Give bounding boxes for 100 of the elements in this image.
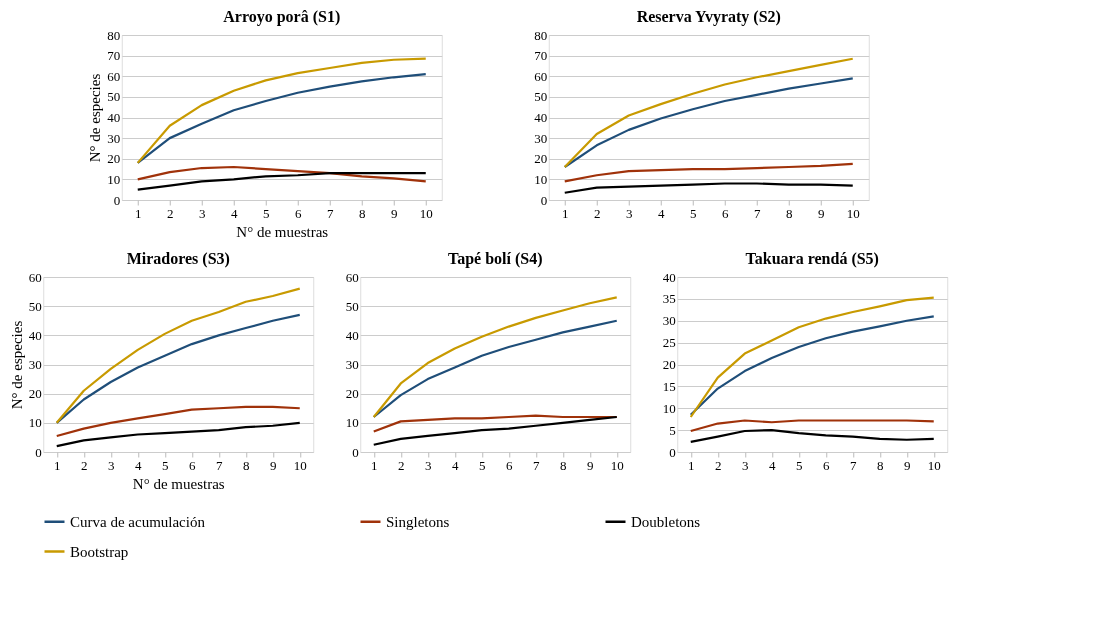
y-tick-label: 40: [534, 110, 548, 125]
line-series: [689, 429, 935, 444]
x-tick-label: 7: [850, 457, 857, 473]
line-series: [689, 419, 935, 433]
y-tick-label: 25: [662, 335, 676, 351]
line-series: [372, 296, 618, 419]
y-tick-label: 30: [107, 130, 121, 146]
y-tick-label: 60: [534, 68, 548, 84]
y-axis-title: N° de especies: [8, 320, 25, 410]
x-tick-label: 2: [594, 205, 601, 221]
y-tick-label: 20: [28, 386, 42, 402]
y-tick-label: 40: [107, 110, 121, 125]
x-tick-label: 6: [295, 205, 302, 221]
x-tick-label: 5: [479, 457, 486, 473]
y-tick-label: 60: [345, 269, 359, 285]
x-tick-label: 7: [216, 457, 223, 473]
chart-title: Takuara rendá (S5): [745, 250, 879, 268]
x-tick-label: 3: [199, 205, 206, 221]
x-tick-label: 4: [135, 457, 142, 473]
line-series: [55, 313, 301, 424]
legend-label: Doubletons: [631, 513, 701, 530]
y-tick-label: 50: [534, 89, 548, 105]
x-tick-label: 9: [270, 457, 277, 473]
x-tick-label: 3: [108, 457, 115, 473]
x-tick-label: 5: [796, 457, 803, 473]
y-tick-label: 60: [107, 68, 121, 84]
x-tick-label: 9: [818, 205, 825, 221]
x-tick-label: 4: [658, 205, 665, 221]
x-tick-label: 1: [688, 457, 695, 473]
y-tick-label: 40: [662, 269, 676, 285]
x-tick-label: 3: [425, 457, 432, 473]
x-tick-label: 2: [167, 205, 174, 221]
y-tick-label: 20: [107, 151, 121, 167]
x-tick-label: 10: [846, 205, 860, 221]
y-tick-label: 35: [662, 291, 676, 307]
y-tick-label: 10: [345, 415, 359, 431]
legend-label: Bootstrap: [70, 543, 129, 560]
x-tick-label: 3: [626, 205, 633, 221]
x-tick-label: 2: [398, 457, 405, 473]
y-tick-label: 10: [28, 415, 42, 431]
x-tick-label: 9: [391, 205, 398, 221]
x-tick-label: 7: [533, 457, 540, 473]
legend-label: Curva de acumulación: [70, 513, 206, 530]
y-tick-label: 0: [540, 192, 548, 208]
x-tick-label: 2: [715, 457, 722, 473]
x-tick-label: 6: [823, 457, 830, 473]
y-tick-label: 30: [662, 313, 676, 329]
x-tick-label: 5: [162, 457, 169, 473]
x-tick-label: 8: [877, 457, 884, 473]
x-tick-label: 7: [754, 205, 761, 221]
line-series: [563, 162, 854, 183]
x-tick-label: 5: [690, 205, 697, 221]
y-tick-label: 0: [352, 444, 359, 460]
x-tick-label: 1: [54, 457, 61, 473]
x-tick-label: 4: [231, 205, 238, 221]
line-series: [55, 287, 301, 424]
x-tick-label: 2: [81, 457, 88, 473]
line-series: [136, 165, 427, 183]
legend-label: Singletons: [386, 513, 450, 530]
y-tick-label: 5: [669, 422, 676, 438]
x-tick-label: 3: [742, 457, 749, 473]
chart-title: Tapé bolí (S4): [447, 250, 543, 268]
line-series: [689, 315, 935, 416]
y-tick-label: 30: [28, 357, 42, 372]
x-tick-label: 7: [327, 205, 334, 221]
x-tick-label: 4: [769, 457, 776, 473]
y-tick-label: 20: [345, 386, 359, 402]
y-tick-label: 20: [534, 151, 548, 167]
x-tick-label: 10: [293, 457, 307, 473]
y-tick-label: 0: [669, 444, 676, 460]
line-series: [372, 415, 618, 446]
chart-title: Miradores (S3): [126, 250, 230, 268]
y-tick-label: 20: [662, 357, 676, 372]
y-tick-label: 80: [107, 27, 121, 43]
y-tick-label: 50: [28, 298, 42, 314]
y-tick-label: 60: [28, 269, 42, 285]
y-tick-label: 15: [662, 378, 676, 394]
line-series: [55, 421, 301, 448]
y-tick-label: 70: [107, 48, 121, 64]
line-series: [563, 182, 854, 194]
x-tick-label: 8: [243, 457, 250, 473]
x-tick-label: 10: [927, 457, 941, 473]
y-tick-label: 10: [534, 171, 548, 187]
line-series: [689, 296, 935, 419]
x-tick-label: 8: [359, 205, 366, 221]
y-tick-label: 40: [28, 327, 42, 343]
y-tick-label: 50: [107, 89, 121, 105]
x-tick-label: 4: [452, 457, 459, 473]
chart-title: Reserva Yvyraty (S2): [636, 8, 781, 26]
y-tick-label: 30: [534, 130, 548, 146]
line-series: [136, 172, 427, 191]
y-tick-label: 0: [113, 192, 121, 208]
x-tick-label: 9: [904, 457, 911, 473]
line-series: [55, 405, 301, 438]
x-tick-label: 8: [786, 205, 793, 221]
y-tick-label: 30: [345, 357, 359, 372]
y-tick-label: 70: [534, 48, 548, 64]
line-series: [563, 57, 854, 169]
x-tick-label: 9: [587, 457, 594, 473]
x-tick-label: 6: [506, 457, 513, 473]
